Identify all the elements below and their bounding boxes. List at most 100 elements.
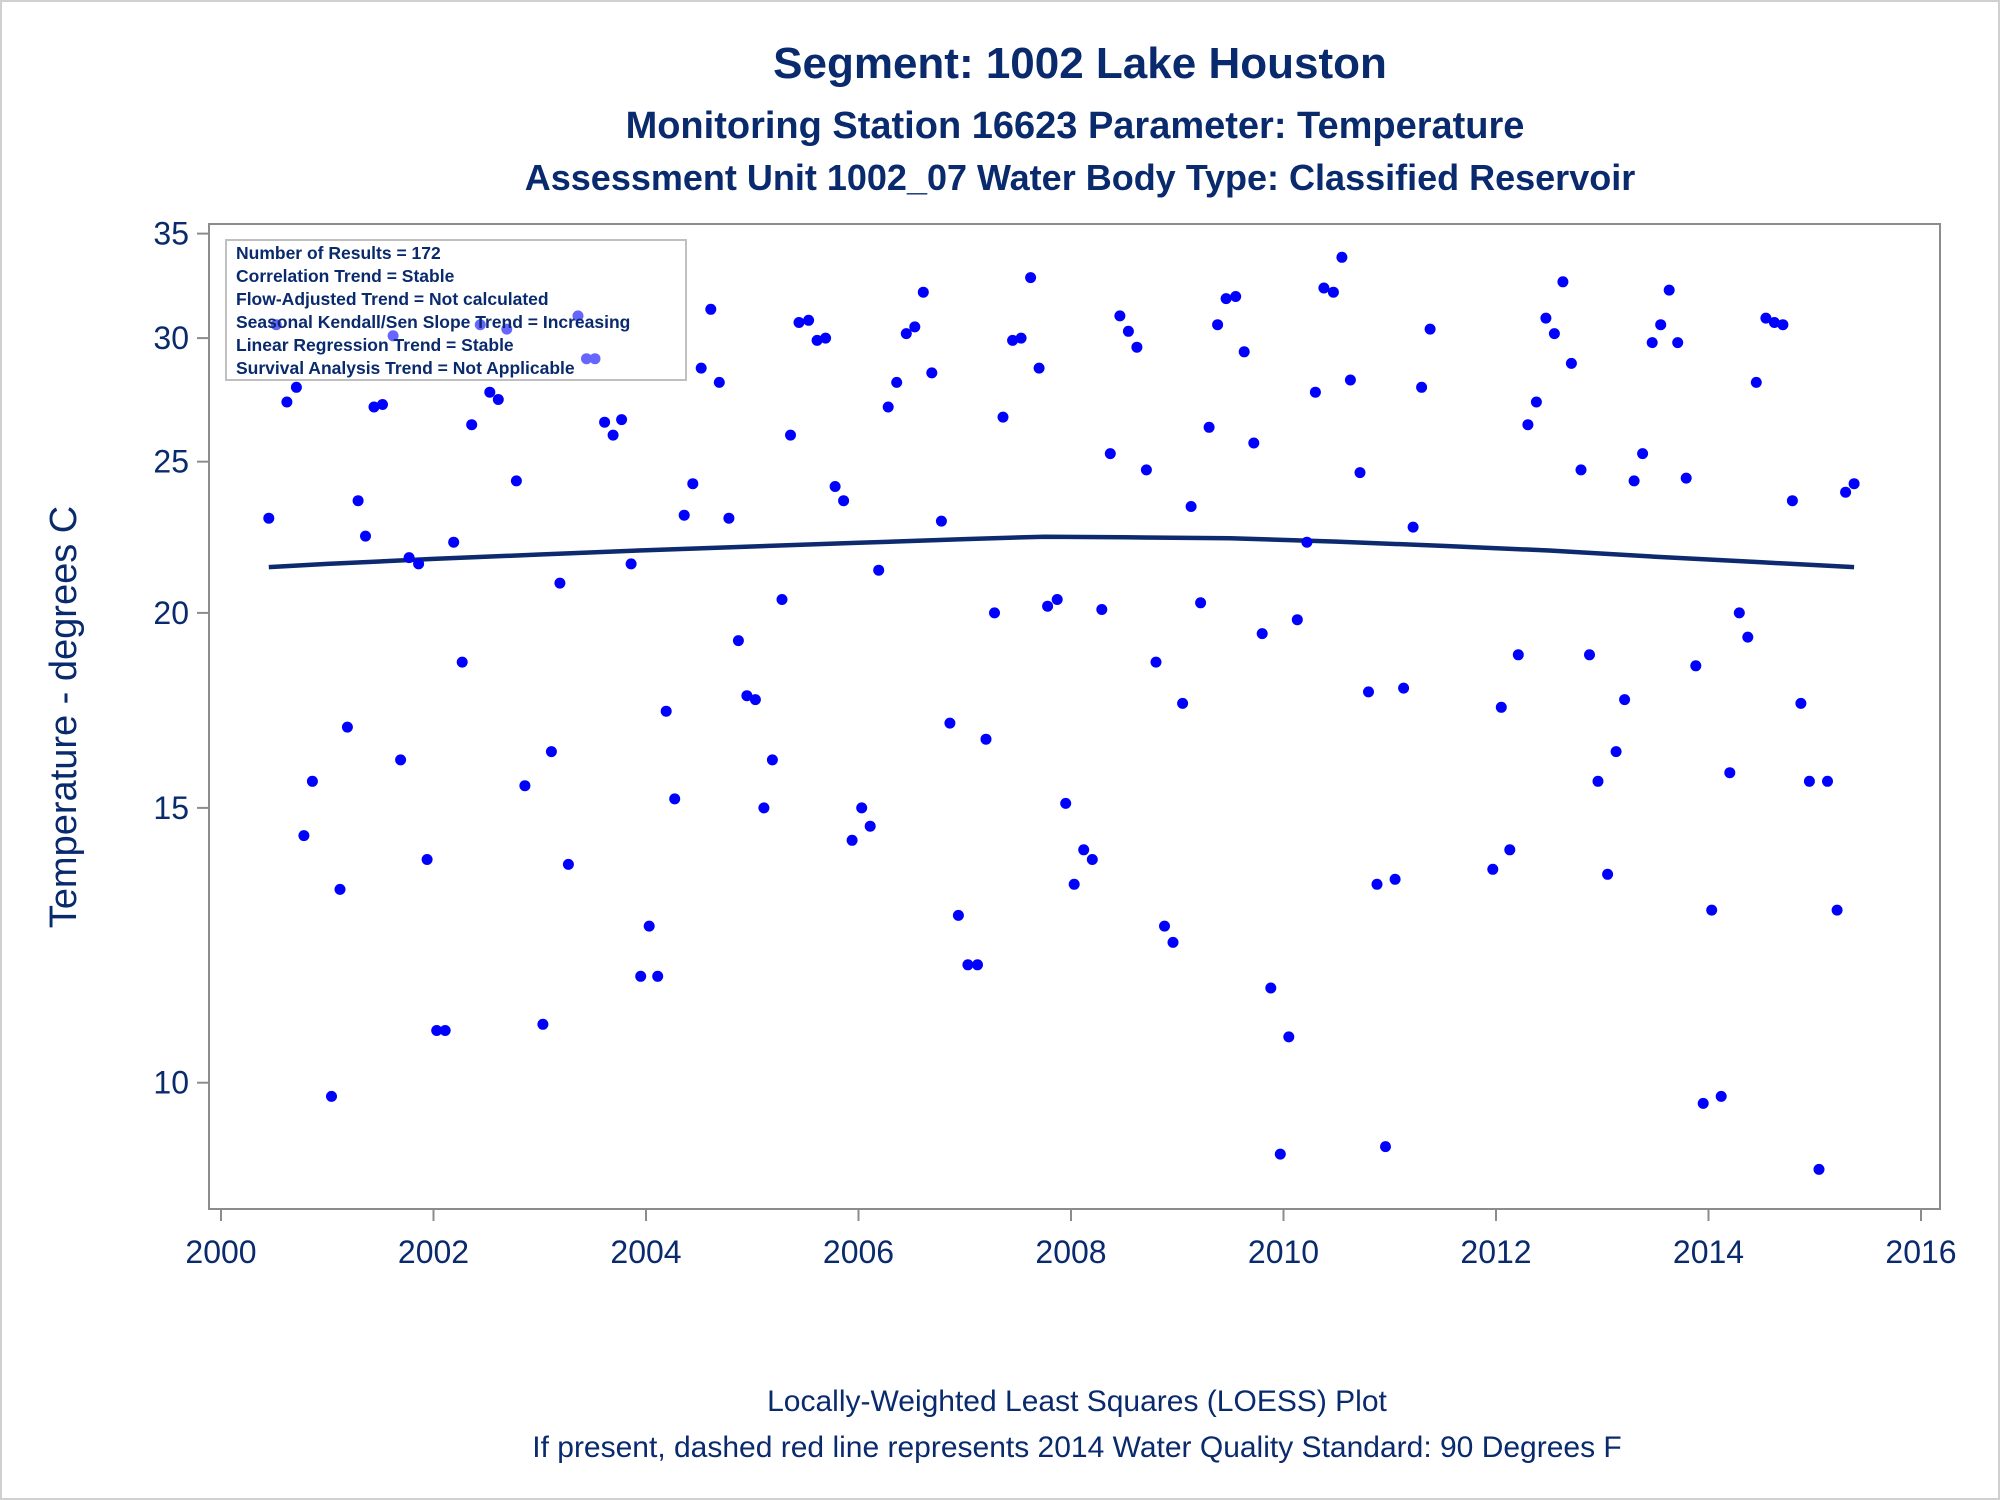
data-point xyxy=(625,558,637,570)
data-point xyxy=(891,376,903,388)
data-point xyxy=(1033,362,1045,374)
data-point xyxy=(678,509,690,521)
stats-line-flow-adjusted: Flow-Adjusted Trend = Not calculated xyxy=(236,289,549,309)
data-point xyxy=(1371,878,1383,890)
data-point xyxy=(1354,467,1366,479)
data-point xyxy=(1212,319,1224,331)
data-point xyxy=(456,656,468,668)
data-point xyxy=(616,414,628,426)
data-point xyxy=(1831,904,1843,916)
plot-area xyxy=(208,223,1941,1210)
data-point xyxy=(1777,319,1789,331)
data-point xyxy=(377,399,388,410)
data-point xyxy=(1487,863,1499,875)
data-point xyxy=(1220,293,1232,305)
data-point xyxy=(856,802,868,814)
stats-line-results: Number of Results = 172 xyxy=(236,243,441,263)
data-point xyxy=(1672,337,1684,349)
data-point xyxy=(652,970,664,982)
data-point xyxy=(1086,854,1098,865)
x-tick-label: 2012 xyxy=(1460,1234,1531,1270)
data-point xyxy=(326,1090,337,1102)
stats-line-linear-regression: Linear Regression Trend = Stable xyxy=(236,335,514,355)
y-tick-label: 30 xyxy=(153,320,189,356)
data-point xyxy=(334,883,346,895)
data-point xyxy=(1140,464,1152,476)
data-point xyxy=(660,705,672,717)
data-point xyxy=(1715,1090,1727,1102)
data-point xyxy=(1389,873,1401,885)
data-point xyxy=(687,478,699,490)
data-point xyxy=(387,330,399,342)
data-point xyxy=(1637,448,1649,460)
chart-subtitle-2: Assessment Unit 1002_07 Water Body Type:… xyxy=(525,157,1635,198)
data-point xyxy=(1122,325,1134,337)
data-point xyxy=(749,694,761,706)
stats-box: Number of Results = 172 Correlation Tren… xyxy=(225,239,687,381)
data-point xyxy=(360,530,371,542)
data-point xyxy=(1336,251,1348,263)
data-point xyxy=(1565,357,1577,369)
data-point xyxy=(803,314,815,326)
data-point xyxy=(1768,317,1780,328)
data-point xyxy=(1256,628,1268,640)
data-point xyxy=(713,376,725,388)
data-point xyxy=(263,512,275,524)
data-point xyxy=(723,512,735,524)
data-point xyxy=(864,820,876,832)
data-point xyxy=(421,854,433,865)
y-tick-label: 25 xyxy=(153,444,189,480)
data-point xyxy=(519,780,531,792)
data-point xyxy=(695,362,707,374)
x-tick-label: 2002 xyxy=(398,1234,469,1270)
data-point xyxy=(1813,1163,1825,1175)
stats-line-survival-analysis: Survival Analysis Trend = Not Applicable xyxy=(236,358,575,378)
data-point xyxy=(1742,631,1754,643)
data-point xyxy=(1327,286,1339,298)
data-point xyxy=(846,834,858,846)
data-point xyxy=(1512,649,1524,661)
data-point xyxy=(395,754,407,766)
data-point xyxy=(1706,904,1718,916)
data-point xyxy=(1291,614,1303,626)
data-point xyxy=(501,323,513,335)
data-point xyxy=(873,564,885,576)
data-point xyxy=(1530,396,1542,408)
data-point xyxy=(1602,868,1614,880)
data-point xyxy=(1051,594,1063,605)
data-point xyxy=(1760,312,1772,324)
data-point xyxy=(1690,660,1702,672)
data-point xyxy=(1203,421,1215,433)
data-point xyxy=(510,475,522,487)
data-point xyxy=(980,733,992,745)
data-point xyxy=(1540,312,1552,324)
data-point xyxy=(581,353,592,365)
data-point xyxy=(1104,448,1116,460)
data-point xyxy=(732,635,744,647)
data-point xyxy=(766,754,778,766)
data-point xyxy=(838,495,850,507)
data-point xyxy=(1078,844,1090,856)
data-point xyxy=(1025,272,1037,284)
loess-trend-line xyxy=(268,534,1855,570)
data-point xyxy=(1363,686,1374,698)
data-point xyxy=(352,495,364,507)
chart-title: Segment: 1002 Lake Houston xyxy=(773,39,1387,88)
data-point xyxy=(1238,346,1250,358)
x-tick-label: 2000 xyxy=(185,1234,256,1270)
data-point xyxy=(1195,597,1207,609)
data-point xyxy=(1167,936,1179,948)
data-point xyxy=(484,386,496,398)
data-point xyxy=(1803,775,1815,787)
footnote-loess: Locally-Weighted Least Squares (LOESS) P… xyxy=(767,1385,1387,1418)
data-point xyxy=(607,429,619,441)
data-point xyxy=(537,1018,549,1030)
data-point xyxy=(1619,694,1631,706)
data-point xyxy=(997,411,1009,423)
data-point xyxy=(944,717,956,729)
data-point xyxy=(589,353,601,365)
data-point xyxy=(952,909,964,921)
data-point xyxy=(1150,656,1162,668)
data-point xyxy=(926,367,938,379)
